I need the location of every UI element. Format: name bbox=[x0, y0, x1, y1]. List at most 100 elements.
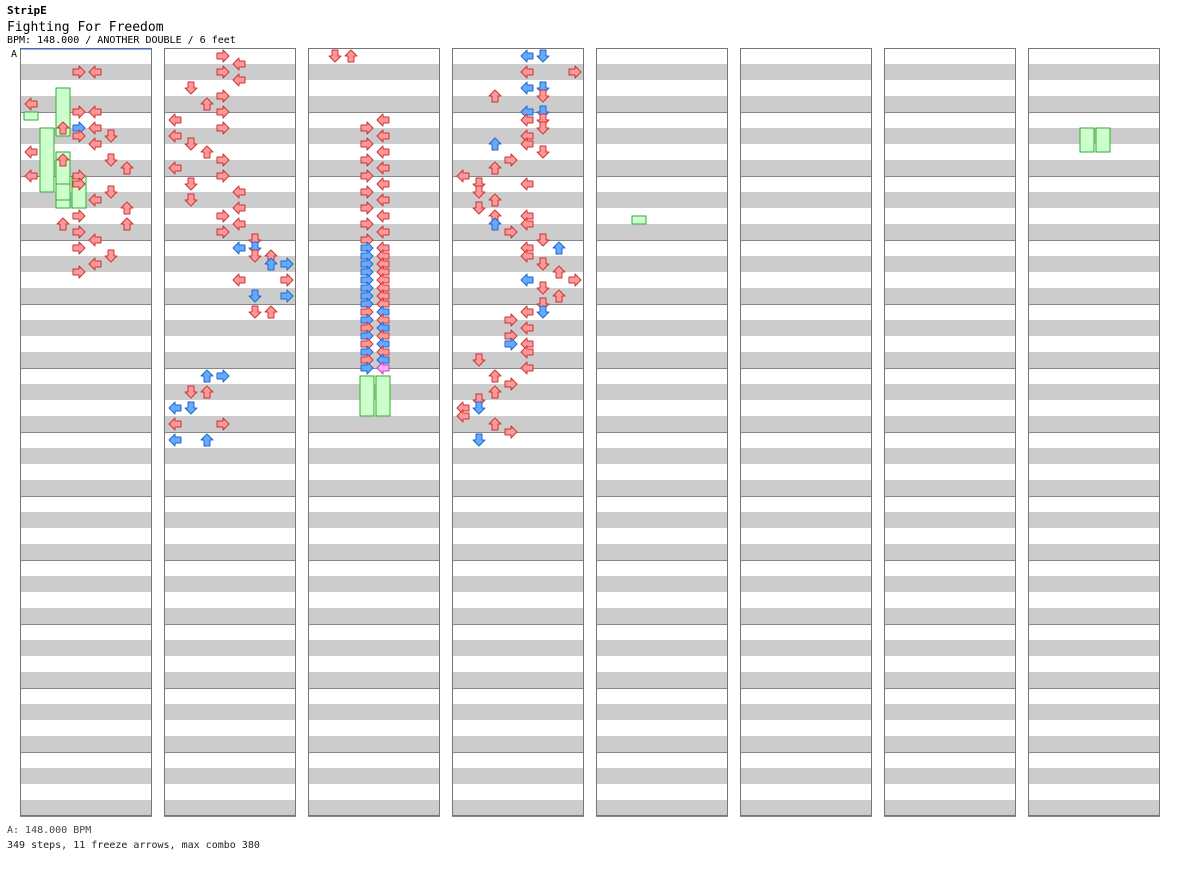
step-arrow bbox=[216, 105, 230, 119]
step-arrow bbox=[520, 361, 534, 375]
step-arrow bbox=[520, 177, 534, 191]
beat-stripe bbox=[740, 96, 872, 112]
step-arrow bbox=[72, 265, 86, 279]
beat-stripe bbox=[596, 736, 728, 752]
beat-stripe bbox=[164, 608, 296, 624]
beat-stripe bbox=[596, 288, 728, 304]
bpm-marker-label: A bbox=[11, 49, 17, 60]
beat-stripe bbox=[164, 768, 296, 784]
step-arrow bbox=[56, 121, 70, 135]
beat-stripe bbox=[1028, 448, 1160, 464]
beat-stripe bbox=[164, 448, 296, 464]
beat-stripe bbox=[20, 640, 152, 656]
beat-stripe bbox=[596, 448, 728, 464]
beat-stripe bbox=[308, 128, 440, 144]
beat-stripe bbox=[596, 512, 728, 528]
beat-stripe bbox=[740, 512, 872, 528]
beat-stripe bbox=[164, 288, 296, 304]
step-arrow bbox=[520, 305, 534, 319]
step-arrow bbox=[184, 401, 198, 415]
step-arrow bbox=[72, 105, 86, 119]
beat-stripe bbox=[20, 768, 152, 784]
beat-stripe bbox=[308, 352, 440, 368]
beat-stripe bbox=[308, 256, 440, 272]
beat-stripe bbox=[596, 480, 728, 496]
step-arrow bbox=[504, 337, 518, 351]
beat-stripe bbox=[740, 160, 872, 176]
beat-stripe bbox=[740, 608, 872, 624]
beat-stripe bbox=[20, 800, 152, 816]
freeze-arrow bbox=[55, 183, 71, 201]
beat-stripe bbox=[308, 224, 440, 240]
step-arrow bbox=[376, 177, 390, 191]
beat-stripe bbox=[1028, 512, 1160, 528]
beat-stripe bbox=[308, 640, 440, 656]
beat-stripe bbox=[884, 192, 1016, 208]
step-arrow bbox=[24, 145, 38, 159]
step-arrow bbox=[184, 177, 198, 191]
beat-stripe bbox=[596, 672, 728, 688]
beat-stripe bbox=[20, 608, 152, 624]
beat-stripe bbox=[308, 736, 440, 752]
step-arrow bbox=[376, 145, 390, 159]
beat-stripe bbox=[740, 192, 872, 208]
beat-stripe bbox=[452, 672, 584, 688]
beat-stripe bbox=[740, 448, 872, 464]
step-arrow bbox=[472, 401, 486, 415]
beat-stripe bbox=[20, 64, 152, 80]
beat-stripe bbox=[884, 288, 1016, 304]
step-arrow bbox=[520, 273, 534, 287]
beat-stripe bbox=[20, 224, 152, 240]
step-arrow bbox=[88, 233, 102, 247]
beat-stripe bbox=[596, 96, 728, 112]
beat-stripe bbox=[596, 64, 728, 80]
beat-stripe bbox=[20, 96, 152, 112]
step-arrow bbox=[360, 169, 374, 183]
beat-stripe bbox=[884, 608, 1016, 624]
beat-stripe bbox=[308, 448, 440, 464]
beat-stripe bbox=[1028, 576, 1160, 592]
beat-stripe bbox=[164, 192, 296, 208]
beat-stripe bbox=[1028, 64, 1160, 80]
step-arrow bbox=[520, 49, 534, 63]
beat-stripe bbox=[740, 320, 872, 336]
step-arrow bbox=[248, 305, 262, 319]
beat-stripe bbox=[884, 672, 1016, 688]
step-arrow bbox=[184, 137, 198, 151]
beat-stripe bbox=[1028, 704, 1160, 720]
step-arrow bbox=[520, 249, 534, 263]
beat-stripe bbox=[452, 704, 584, 720]
step-arrow bbox=[360, 185, 374, 199]
song-title: Fighting For Freedom bbox=[7, 20, 164, 35]
beat-stripe bbox=[884, 576, 1016, 592]
step-arrow bbox=[88, 257, 102, 271]
beat-stripe bbox=[884, 160, 1016, 176]
step-arrow bbox=[216, 169, 230, 183]
step-arrow bbox=[120, 161, 134, 175]
step-arrow bbox=[488, 161, 502, 175]
step-arrow bbox=[536, 49, 550, 63]
step-arrow bbox=[72, 241, 86, 255]
step-arrow bbox=[24, 97, 38, 111]
beat-stripe bbox=[308, 704, 440, 720]
step-arrow bbox=[72, 225, 86, 239]
beat-stripe bbox=[884, 736, 1016, 752]
beat-stripe bbox=[164, 512, 296, 528]
beat-stripe bbox=[308, 192, 440, 208]
beat-stripe bbox=[164, 736, 296, 752]
step-arrow bbox=[216, 121, 230, 135]
beat-stripe bbox=[452, 288, 584, 304]
step-arrow bbox=[504, 425, 518, 439]
beat-stripe bbox=[452, 544, 584, 560]
step-arrow bbox=[344, 49, 358, 63]
beat-stripe bbox=[740, 384, 872, 400]
bpm-footer: A: 148.000 BPM bbox=[7, 825, 92, 836]
step-arrow bbox=[360, 153, 374, 167]
step-arrow bbox=[376, 361, 390, 375]
beat-stripe bbox=[164, 672, 296, 688]
step-arrow bbox=[216, 49, 230, 63]
beat-stripe bbox=[452, 224, 584, 240]
beat-stripe bbox=[1028, 352, 1160, 368]
beat-stripe bbox=[740, 128, 872, 144]
